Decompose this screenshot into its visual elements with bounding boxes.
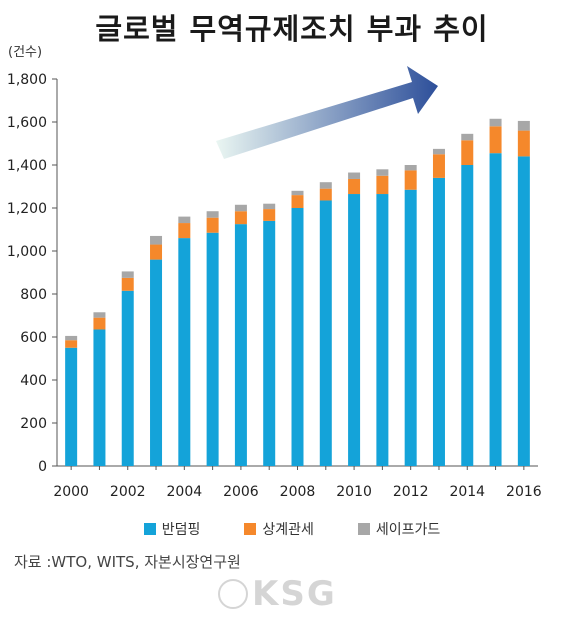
bar-antidumping <box>489 153 502 467</box>
x-tick-label: 2002 <box>110 484 146 500</box>
bar-countervailing <box>489 126 502 154</box>
legend-label-antidumping: 반덤핑 <box>161 522 201 538</box>
legend-label-countervailing: 상계관세 <box>262 522 314 538</box>
y-tick-label: 800 <box>20 287 47 303</box>
legend-item-countervailing: 상계관세 <box>244 519 314 539</box>
bar-antidumping <box>65 347 78 466</box>
legend-item-antidumping: 반덤핑 <box>143 519 201 539</box>
x-tick-label: 2012 <box>393 484 429 500</box>
bar-countervailing <box>178 223 191 239</box>
x-tick-label: 2016 <box>506 484 542 500</box>
bar-antidumping <box>461 165 474 466</box>
bar-safeguard <box>489 118 502 127</box>
legend-item-safeguard: 세이프가드 <box>357 519 441 539</box>
bar-safeguard <box>291 190 304 196</box>
y-tick-label: 400 <box>20 373 47 389</box>
y-tick-label: 1,600 <box>7 115 47 131</box>
bar-countervailing <box>65 340 78 348</box>
bar-safeguard <box>65 335 78 341</box>
x-tick-label: 2010 <box>336 484 372 500</box>
bar-countervailing <box>234 211 247 225</box>
legend-swatch-safeguard <box>357 523 370 535</box>
bar-safeguard <box>517 120 530 131</box>
bar-safeguard <box>93 312 106 318</box>
bar-safeguard <box>348 172 361 179</box>
bar-countervailing <box>404 170 417 190</box>
bar-antidumping <box>263 220 276 466</box>
y-tick-label: 1,800 <box>7 72 47 88</box>
bar-countervailing <box>348 178 361 195</box>
bar-antidumping <box>404 189 417 466</box>
bar-safeguard <box>234 204 247 212</box>
x-tick-label: 2014 <box>449 484 485 500</box>
y-tick-label: 200 <box>20 416 47 432</box>
y-tick-label: 1,400 <box>7 158 47 174</box>
bar-countervailing <box>319 188 332 201</box>
legend-label-safeguard: 세이프가드 <box>375 522 441 538</box>
bar-countervailing <box>150 244 163 260</box>
bar-safeguard <box>150 235 163 245</box>
bar-safeguard <box>178 216 191 224</box>
chart-svg: (건수) 0 200 400 600 800 1,000 1,200 1,400 1,600 1,8… <box>7 45 542 500</box>
legend-swatch-antidumping <box>143 523 156 535</box>
y-tick-label: 1,000 <box>7 244 47 260</box>
watermark-seal-icon <box>218 579 248 609</box>
bar-countervailing <box>93 317 106 330</box>
bar-countervailing <box>376 175 389 195</box>
y-tick-label: 600 <box>20 330 47 346</box>
bar-antidumping <box>376 194 389 466</box>
bar-countervailing <box>432 154 445 178</box>
y-tick-label: 1,200 <box>7 201 47 217</box>
bar-safeguard <box>376 169 389 176</box>
bar-antidumping <box>178 238 191 466</box>
x-tick-label: 2000 <box>53 484 89 500</box>
bar-safeguard <box>263 203 276 210</box>
legend-swatch-countervailing <box>244 523 257 535</box>
bar-safeguard <box>432 148 445 155</box>
source-note: 자료 :WTO, WITS, 자본시장연구원 <box>14 553 241 571</box>
bars <box>65 118 530 467</box>
bar-antidumping <box>517 156 530 466</box>
trend-arrow <box>216 66 438 159</box>
bar-safeguard <box>404 165 417 171</box>
bar-countervailing <box>461 140 474 165</box>
watermark-text: KSG <box>252 574 337 614</box>
bar-safeguard <box>121 271 134 278</box>
x-tick-label: 2006 <box>223 484 259 500</box>
trend-arrow-shape <box>216 66 438 159</box>
x-tick-label: 2008 <box>280 484 316 500</box>
bar-safeguard <box>206 211 219 218</box>
bar-countervailing <box>121 277 134 291</box>
bar-antidumping <box>234 224 247 466</box>
x-tick-label: 2004 <box>167 484 203 500</box>
bar-antidumping <box>206 232 219 466</box>
bar-countervailing <box>291 195 304 208</box>
bar-countervailing <box>517 130 530 157</box>
bar-antidumping <box>93 329 106 466</box>
bar-antidumping <box>432 177 445 466</box>
bar-antidumping <box>348 194 361 466</box>
bar-antidumping <box>121 290 134 466</box>
bar-antidumping <box>291 208 304 466</box>
chart-title: 글로벌 무역규제조치 부과 추이 <box>95 12 489 46</box>
bar-antidumping <box>319 200 332 466</box>
y-axis-label: (건수) <box>8 45 42 60</box>
bar-antidumping <box>150 259 163 466</box>
axes: (건수) 0 200 400 600 800 1,000 1,200 1,400 1,600 1,8… <box>7 45 542 500</box>
bar-safeguard <box>461 133 474 141</box>
bar-countervailing <box>263 209 276 221</box>
bar-safeguard <box>319 182 332 189</box>
y-tick-label: 0 <box>38 459 47 475</box>
bar-countervailing <box>206 217 219 233</box>
legend: 반덤핑 상계관세 세이프가드 <box>0 519 584 539</box>
watermark: KSG <box>218 574 337 614</box>
